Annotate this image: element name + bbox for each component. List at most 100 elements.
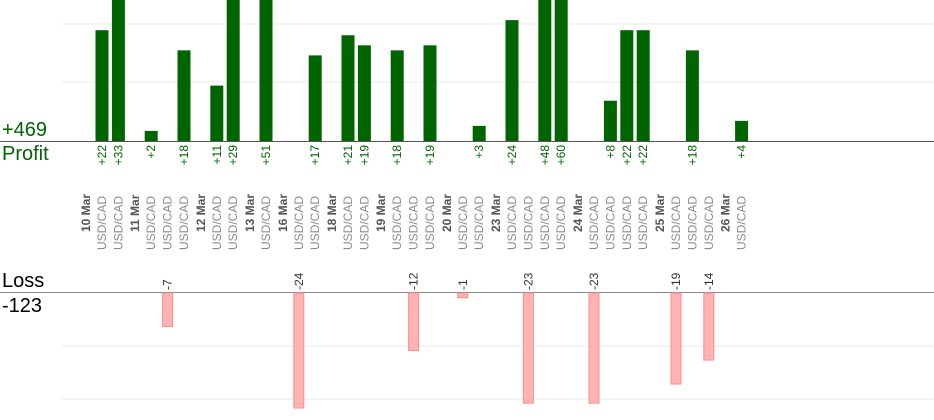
- symbol-label: USD/CAD: [636, 196, 650, 250]
- profit-value-label: +22: [95, 145, 109, 166]
- date-label: 13 Mar: [243, 194, 257, 232]
- loss-value-label: -14: [702, 272, 716, 290]
- profit-bar: [735, 120, 749, 141]
- profit-bar: [603, 100, 617, 141]
- profit-bar: [423, 45, 437, 142]
- loss-value-label: -12: [407, 272, 421, 290]
- date-label: 19 Mar: [374, 194, 388, 232]
- symbol-label: USD/CAD: [210, 196, 224, 250]
- profit-value-label: +2: [144, 145, 158, 159]
- profit-bar: [259, 0, 273, 141]
- profit-bar: [177, 50, 191, 141]
- date-label: 10 Mar: [79, 194, 93, 232]
- profit-bar: [144, 130, 158, 141]
- profit-value-label: +18: [177, 145, 191, 166]
- date-label: 25 Mar: [653, 194, 667, 232]
- symbol-label: USD/CAD: [554, 196, 568, 250]
- symbol-label: USD/CAD: [505, 196, 519, 250]
- symbol-label: USD/CAD: [357, 196, 371, 250]
- symbol-label: USD/CAD: [587, 196, 601, 250]
- profit-value-label: +17: [308, 145, 322, 166]
- profit-value-label: +48: [538, 145, 552, 166]
- loss-bar: [670, 292, 682, 385]
- profit-value-label: +51: [259, 145, 273, 166]
- loss-bar: [457, 292, 469, 299]
- symbol-label: USD/CAD: [308, 196, 322, 250]
- profit-bar: [390, 50, 404, 141]
- symbol-label: USD/CAD: [603, 196, 617, 250]
- profit-bar: [95, 30, 109, 141]
- loss-total: -123: [2, 295, 43, 317]
- symbol-label: USD/CAD: [95, 196, 109, 250]
- profit-bar: [210, 85, 224, 141]
- profit-bar: [357, 45, 371, 142]
- symbol-label: USD/CAD: [669, 196, 683, 250]
- profit-value-label: +4: [735, 145, 749, 159]
- loss-value-label: -19: [669, 272, 683, 290]
- symbol-label: USD/CAD: [735, 196, 749, 250]
- profit-bar: [226, 0, 240, 141]
- profit-value-label: +22: [636, 145, 650, 166]
- symbol-label: USD/CAD: [161, 196, 175, 250]
- profit-bar: [636, 30, 650, 141]
- profit-value-label: +3: [472, 145, 486, 159]
- date-label: 23 Mar: [489, 194, 503, 232]
- symbol-label: USD/CAD: [407, 196, 421, 250]
- loss-value-label: -23: [587, 272, 601, 290]
- symbol-label: USD/CAD: [456, 196, 470, 250]
- profit-value-label: +18: [390, 145, 404, 166]
- loss-value-label: -24: [292, 272, 306, 290]
- loss-bar: [293, 292, 305, 409]
- profit-value-label: +33: [111, 145, 125, 166]
- symbol-label: USD/CAD: [620, 196, 634, 250]
- profit-value-label: +29: [226, 145, 240, 166]
- date-label: 16 Mar: [276, 194, 290, 232]
- loss-bar: [588, 292, 600, 404]
- symbol-label: USD/CAD: [292, 196, 306, 250]
- symbol-label: USD/CAD: [144, 196, 158, 250]
- profit-bar: [341, 35, 355, 141]
- profit-value-label: +22: [620, 145, 634, 166]
- profit-bar: [111, 0, 125, 141]
- symbol-label: USD/CAD: [390, 196, 404, 250]
- symbol-label: USD/CAD: [685, 196, 699, 250]
- symbol-label: USD/CAD: [472, 196, 486, 250]
- symbol-label: USD/CAD: [259, 196, 273, 250]
- profit-value-label: +8: [603, 145, 617, 159]
- profit-bar: [538, 0, 552, 141]
- profit-bar: [685, 50, 699, 141]
- symbol-label: USD/CAD: [538, 196, 552, 250]
- date-label: 26 Mar: [719, 194, 733, 232]
- symbol-label: USD/CAD: [226, 196, 240, 250]
- loss-bar: [703, 292, 715, 361]
- loss-value-label: -23: [521, 272, 535, 290]
- date-label: 24 Mar: [571, 194, 585, 232]
- symbol-label: USD/CAD: [423, 196, 437, 250]
- symbol-label: USD/CAD: [177, 196, 191, 250]
- profit-value-label: +24: [505, 145, 519, 166]
- loss-bar: [162, 292, 174, 328]
- profit-bar: [554, 0, 568, 141]
- profit-bar: [308, 55, 322, 142]
- symbol-label: USD/CAD: [341, 196, 355, 250]
- symbol-label: USD/CAD: [521, 196, 535, 250]
- loss-bar: [408, 292, 420, 351]
- profit-bar: [620, 30, 634, 141]
- date-label: 20 Mar: [440, 194, 454, 232]
- symbol-label: USD/CAD: [111, 196, 125, 250]
- profit-value-label: +21: [341, 145, 355, 166]
- date-label: 12 Mar: [194, 194, 208, 232]
- loss-bar: [522, 292, 534, 404]
- profit-bar: [472, 125, 486, 141]
- profit-total: +469: [2, 119, 48, 141]
- date-label: 11 Mar: [128, 194, 142, 232]
- loss-value-label: -7: [161, 279, 175, 290]
- symbol-label: USD/CAD: [702, 196, 716, 250]
- profit-value-label: +19: [357, 145, 371, 166]
- profit-bar: [505, 20, 519, 142]
- profit-value-label: +11: [210, 145, 224, 165]
- profit-value-label: +18: [685, 145, 699, 166]
- profit-label: Profit: [2, 143, 49, 165]
- loss-value-label: -1: [456, 279, 470, 290]
